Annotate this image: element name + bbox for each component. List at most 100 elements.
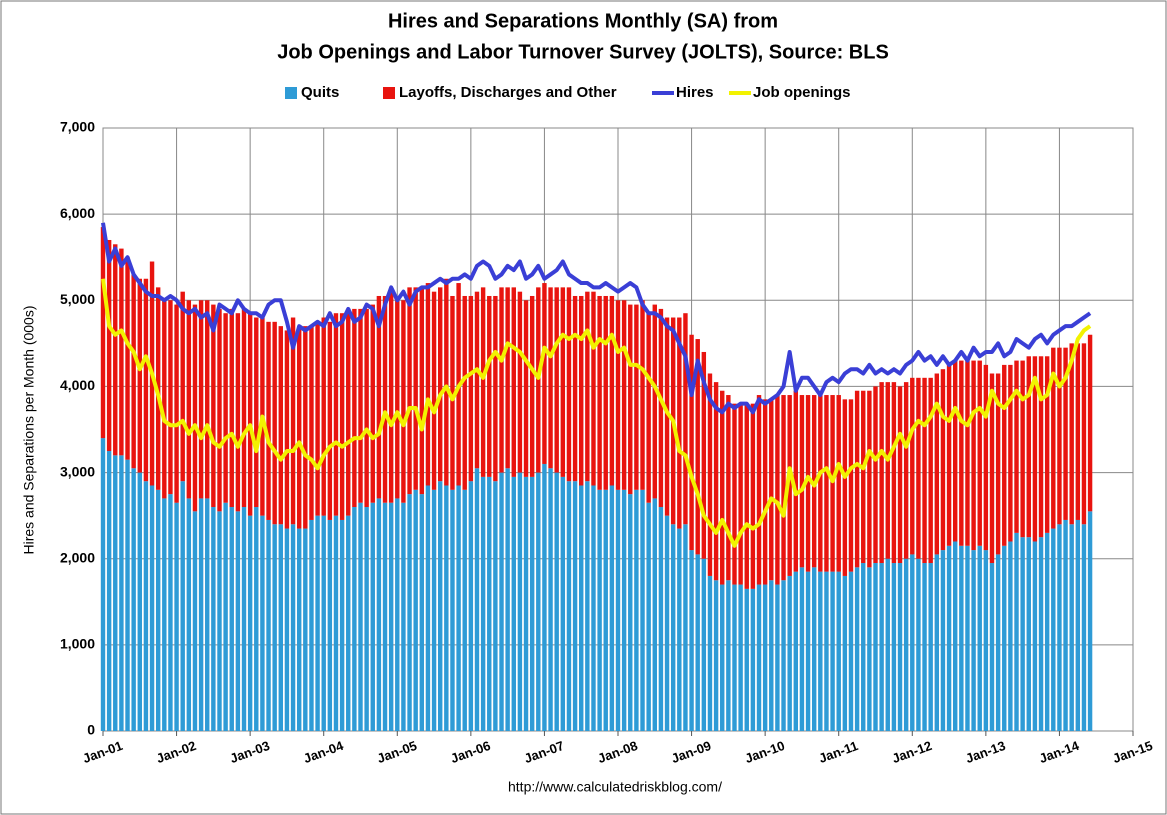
bar [910,554,915,731]
bar [940,369,946,551]
bar [1051,347,1056,529]
bar [174,502,179,731]
bar [431,489,437,731]
bar [811,567,817,731]
bar [805,395,811,572]
bar [284,528,290,731]
bar [205,300,210,499]
bar [223,313,228,503]
bar [407,494,412,731]
bar [155,489,161,731]
bar [572,481,578,731]
bar [646,502,651,731]
bar [364,507,369,731]
bar [732,584,737,731]
bar [971,550,976,731]
bar [750,588,756,731]
bar [278,326,284,525]
bar [818,395,823,572]
bar [211,507,216,731]
bar [346,313,351,516]
bar [824,571,829,731]
bar [1057,524,1062,731]
bar [450,489,455,731]
bar [959,360,964,546]
bar [707,575,713,731]
bar [419,494,425,731]
bar [897,386,903,564]
bar [523,476,529,731]
bar [413,287,418,490]
bar [621,489,627,731]
bar [198,498,204,731]
bar [327,519,333,731]
bar [903,382,909,559]
bar [560,476,566,731]
bar [370,502,375,731]
bar [542,283,547,464]
bar [162,300,167,499]
bar [603,489,608,731]
bar [266,321,271,520]
bar [229,308,234,508]
bar [241,308,247,508]
bar [401,502,406,731]
bar [1081,343,1087,525]
bar [346,515,351,731]
bar [162,498,167,731]
bar [805,571,811,731]
bar [670,524,676,731]
bar [523,300,529,477]
bar [597,489,602,731]
bar [229,507,234,731]
bar [499,287,504,473]
y-tick-label: 3,000 [60,463,95,479]
bar [143,481,149,731]
bar [1069,524,1074,731]
bar [168,300,173,495]
bar [364,308,369,508]
bar [946,545,952,731]
bar [566,287,572,482]
bar [548,287,553,469]
bar [315,515,320,731]
bar [628,304,633,495]
bar [468,481,474,731]
bar [652,498,657,731]
bar [401,300,406,503]
bar [787,575,792,731]
bar [720,390,725,585]
bar [358,308,363,503]
bar [395,498,400,731]
bar [180,291,185,482]
chart-title: Hires and Separations Monthly (SA) from [388,10,778,32]
bar [517,472,523,731]
bar [1008,541,1013,731]
bar [701,351,707,559]
bar [781,580,786,731]
bar [756,584,762,731]
bar [756,395,762,585]
bar [744,588,749,731]
bar [1020,537,1025,731]
bar [1075,519,1081,731]
bar [119,248,124,456]
bar [738,403,743,585]
bar [1026,537,1031,731]
bar [358,502,363,731]
y-tick-label: 6,000 [60,205,95,221]
bar [1044,532,1050,731]
bar [683,313,688,525]
bar [413,489,418,731]
bar [217,308,222,512]
bar [327,321,333,520]
bar [854,390,860,568]
legend-label: Job openings [753,84,851,101]
bar [1063,519,1068,731]
bar [769,399,774,581]
bar [1087,334,1093,512]
bar [247,313,253,516]
line [101,222,1092,415]
bar [444,278,449,486]
